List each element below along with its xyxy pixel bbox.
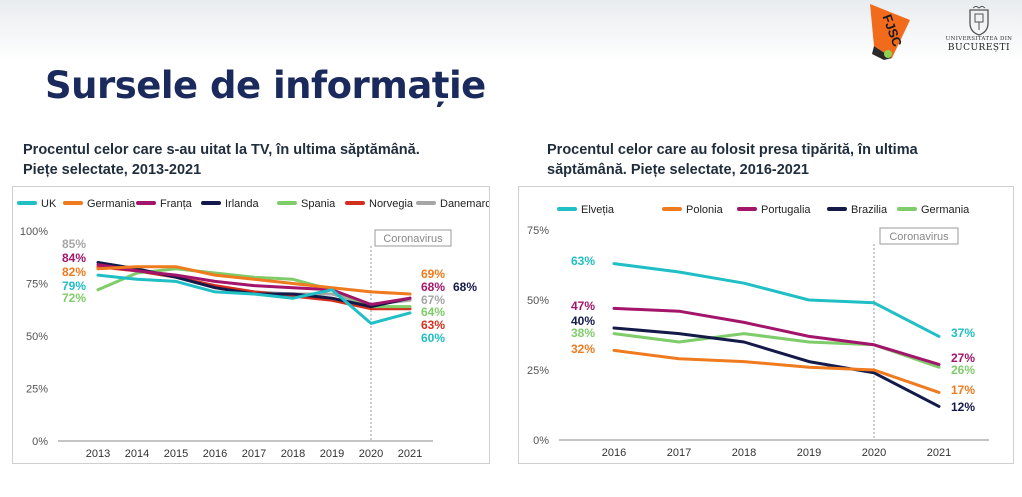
tv-end-label: 67% bbox=[421, 293, 445, 307]
tv-legend-label: UK bbox=[41, 198, 57, 210]
print-legend-label: Elveția bbox=[581, 204, 615, 216]
chart1-title-line1: Procentul celor care s-au uitat la TV, î… bbox=[23, 142, 420, 158]
tv-legend-label: Norvegia bbox=[369, 198, 414, 210]
print-start-label: 38% bbox=[571, 326, 595, 340]
tv-start-label: 72% bbox=[62, 291, 86, 305]
print-start-label: 40% bbox=[571, 314, 595, 328]
chart2-title-line2: săptămână. Piețe selectate, 2016-2021 bbox=[547, 162, 809, 178]
tv-coronavirus-label: Coronavirus bbox=[383, 233, 443, 245]
tv-x-tick-label: 2020 bbox=[359, 448, 383, 460]
tv-y-tick-label: 50% bbox=[26, 331, 48, 343]
tv-x-tick-label: 2016 bbox=[203, 448, 227, 460]
tv-x-tick-label: 2015 bbox=[164, 448, 188, 460]
tv-x-tick-label: 2014 bbox=[125, 448, 149, 460]
tv-y-tick-label: 0% bbox=[32, 436, 48, 448]
print-series-line bbox=[612, 262, 941, 338]
print-series-line bbox=[612, 348, 941, 394]
print-end-label: 12% bbox=[951, 400, 975, 414]
print-x-tick-label: 2017 bbox=[667, 447, 691, 459]
university-name-line1: UNIVERSITATEA DIN bbox=[945, 36, 1013, 42]
chart2-title: Procentul celor care au folosit presa ti… bbox=[547, 140, 1017, 180]
print-start-label: 47% bbox=[571, 299, 595, 313]
print-start-label: 32% bbox=[571, 342, 595, 356]
chart1-title: Procentul celor care s-au uitat la TV, î… bbox=[23, 140, 493, 180]
print-series-line bbox=[612, 326, 941, 408]
tv-series-line bbox=[96, 273, 412, 325]
tv-start-label: 85% bbox=[62, 237, 86, 251]
chart1-title-line2: Piețe selectate, 2013-2021 bbox=[23, 162, 202, 178]
print-coronavirus-label: Coronavirus bbox=[889, 231, 949, 243]
tv-x-tick-label: 2013 bbox=[86, 448, 110, 460]
tv-end-label: 63% bbox=[421, 318, 445, 332]
tv-legend-label: Danemarca bbox=[440, 198, 489, 210]
tv-end-label: 64% bbox=[421, 305, 445, 319]
tv-series-line bbox=[96, 261, 412, 306]
print-chart-panel: Elveția Polonia Portugalia Brazilia Germania… bbox=[518, 186, 1014, 464]
print-legend-label: Portugalia bbox=[761, 204, 811, 216]
tv-legend-label: Germania bbox=[87, 198, 136, 210]
print-x-tick-label: 2018 bbox=[732, 447, 756, 459]
tv-end-label: 68% bbox=[421, 280, 445, 294]
tv-chart-panel: UK Germania Franța Irlanda Spania Norvegia Dan… bbox=[12, 186, 498, 464]
print-y-tick-label: 50% bbox=[527, 295, 549, 307]
chart2-title-line1: Procentul celor care au folosit presa ti… bbox=[547, 142, 918, 158]
tv-series-line bbox=[96, 263, 412, 306]
tv-y-tick-label: 100% bbox=[20, 226, 48, 238]
tv-x-tick-label: 2017 bbox=[242, 448, 266, 460]
print-end-label: 27% bbox=[951, 351, 975, 365]
print-x-tick-label: 2021 bbox=[927, 447, 951, 459]
print-coronavirus-box bbox=[879, 227, 959, 245]
print-y-tick-label: 25% bbox=[527, 365, 549, 377]
print-end-label: 37% bbox=[951, 326, 975, 340]
print-end-label: 26% bbox=[951, 363, 975, 377]
fjsc-logo: FJSC bbox=[866, 2, 914, 60]
print-x-tick-label: 2020 bbox=[862, 447, 886, 459]
tv-legend-label: Spania bbox=[301, 198, 336, 210]
university-logo: UNIVERSITATEA DIN BUCUREȘTI bbox=[940, 6, 1018, 60]
tv-end-label: 69% bbox=[421, 267, 445, 281]
tv-x-tick-label: 2021 bbox=[398, 448, 422, 460]
print-x-tick-label: 2019 bbox=[797, 447, 821, 459]
tv-legend-label: Franța bbox=[160, 198, 193, 210]
tv-chart: UK Germania Franța Irlanda Spania Norvegia Dan… bbox=[17, 198, 498, 460]
tv-start-label: 84% bbox=[62, 251, 86, 265]
tv-coronavirus-box bbox=[374, 229, 452, 247]
header-band bbox=[0, 0, 1022, 62]
print-legend-label: Germania bbox=[921, 204, 970, 216]
university-name-line2: BUCUREȘTI bbox=[947, 43, 1011, 53]
print-legend-label: Polonia bbox=[686, 204, 724, 216]
tv-series-line bbox=[96, 265, 412, 296]
tv-start-label: 82% bbox=[62, 265, 86, 279]
tv-end-label: 60% bbox=[421, 331, 445, 345]
tv-x-tick-label: 2019 bbox=[320, 448, 344, 460]
tv-legend-label: Irlanda bbox=[225, 198, 260, 210]
tv-x-tick-label: 2018 bbox=[281, 448, 305, 460]
print-y-tick-label: 75% bbox=[527, 225, 549, 237]
print-x-tick-label: 2016 bbox=[602, 447, 626, 459]
print-series-line bbox=[612, 306, 941, 366]
tv-end-label: 68% bbox=[453, 280, 477, 294]
print-end-label: 17% bbox=[951, 383, 975, 397]
tv-y-tick-label: 75% bbox=[26, 279, 48, 291]
print-legend-label: Brazilia bbox=[851, 204, 888, 216]
print-y-tick-label: 0% bbox=[533, 435, 549, 447]
tv-start-label: 79% bbox=[62, 279, 86, 293]
print-chart: Elveția Polonia Portugalia Brazilia Germania… bbox=[527, 204, 989, 459]
slide-title: Sursele de informație bbox=[45, 64, 486, 107]
crest-icon bbox=[969, 6, 989, 36]
tv-y-tick-label: 25% bbox=[26, 384, 48, 396]
print-start-label: 63% bbox=[571, 254, 595, 268]
